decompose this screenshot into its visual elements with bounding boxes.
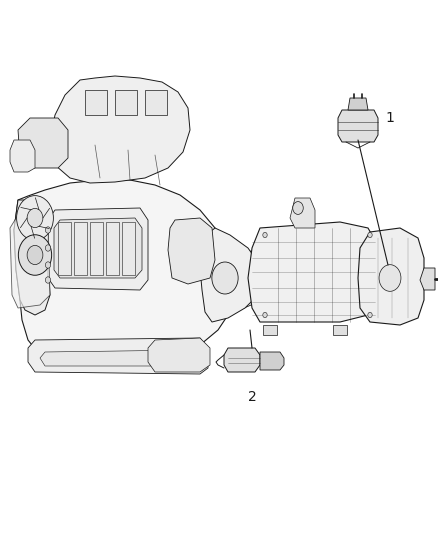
Polygon shape [10, 140, 35, 172]
Circle shape [368, 232, 372, 238]
Polygon shape [260, 352, 284, 370]
Polygon shape [40, 350, 200, 366]
Polygon shape [168, 218, 215, 284]
Polygon shape [218, 240, 272, 315]
Polygon shape [14, 200, 50, 315]
Bar [333, 325, 347, 335]
Circle shape [27, 208, 43, 228]
Polygon shape [58, 222, 71, 275]
Polygon shape [48, 208, 148, 290]
Circle shape [46, 262, 51, 268]
Bar [263, 325, 277, 335]
Polygon shape [10, 208, 50, 308]
Circle shape [46, 227, 51, 233]
Polygon shape [54, 218, 142, 278]
Polygon shape [224, 348, 260, 372]
Polygon shape [338, 110, 378, 142]
Circle shape [263, 232, 267, 238]
Polygon shape [106, 222, 119, 275]
Polygon shape [200, 228, 262, 322]
Polygon shape [90, 222, 103, 275]
Circle shape [368, 312, 372, 318]
Polygon shape [358, 228, 424, 325]
Polygon shape [148, 338, 210, 372]
Circle shape [18, 235, 52, 275]
Circle shape [27, 245, 43, 264]
Circle shape [46, 277, 51, 283]
Polygon shape [50, 76, 190, 183]
Polygon shape [14, 180, 232, 370]
Circle shape [17, 196, 53, 240]
Polygon shape [115, 90, 137, 115]
Polygon shape [122, 222, 135, 275]
Circle shape [263, 312, 267, 318]
Circle shape [293, 201, 303, 214]
Polygon shape [248, 222, 378, 322]
Polygon shape [348, 98, 368, 110]
Polygon shape [74, 222, 87, 275]
Polygon shape [290, 198, 315, 228]
Circle shape [46, 245, 51, 251]
Polygon shape [145, 90, 167, 115]
Polygon shape [85, 90, 107, 115]
Text: 2: 2 [247, 390, 256, 404]
Circle shape [212, 262, 238, 294]
Polygon shape [420, 268, 435, 290]
Polygon shape [28, 338, 208, 374]
Polygon shape [18, 118, 68, 168]
Circle shape [379, 265, 401, 292]
Text: 1: 1 [385, 111, 394, 125]
